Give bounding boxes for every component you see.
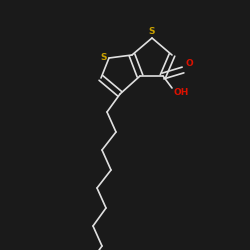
Text: S: S: [101, 54, 107, 62]
Text: S: S: [149, 27, 155, 36]
Text: O: O: [186, 60, 194, 68]
Text: OH: OH: [174, 88, 190, 97]
